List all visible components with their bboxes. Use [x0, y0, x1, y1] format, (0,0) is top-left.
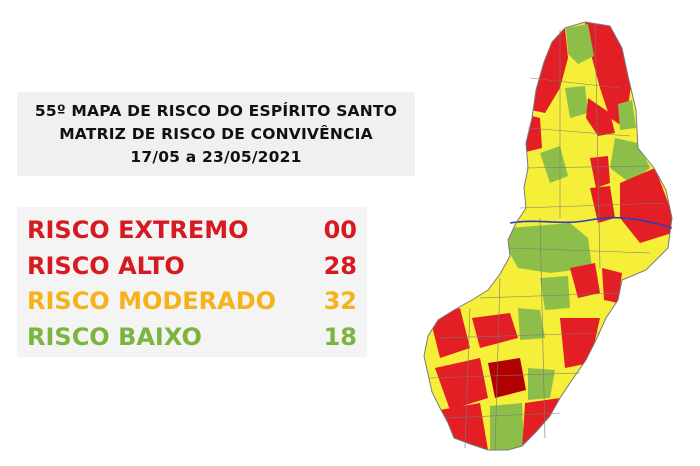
title-panel: 55º MAPA DE RISCO DO ESPÍRITO SANTO MATR…: [17, 92, 415, 176]
legend-label-alto: RISCO ALTO: [27, 252, 185, 280]
legend-value-moderado: 32: [323, 287, 357, 315]
legend-row-alto: RISCO ALTO 28: [27, 249, 357, 283]
legend-row-extremo: RISCO EXTREMO 00: [27, 213, 357, 247]
region-north-central-green: [565, 86, 588, 118]
region-center-green: [540, 146, 568, 183]
region-north-mid-alto: [586, 98, 615, 136]
region-center-red-1: [590, 156, 610, 188]
map-svg: [423, 21, 673, 451]
region-south-west-alto: [430, 308, 470, 358]
region-north-green: [566, 24, 594, 64]
region-north-east-green: [618, 100, 636, 130]
region-mid-green: [540, 276, 570, 310]
legend-value-extremo: 00: [323, 216, 357, 244]
region-south-green: [518, 308, 545, 340]
region-far-south-east-alto: [522, 398, 560, 450]
region-north-east-alto: [585, 22, 632, 128]
region-mid-alto-1: [570, 263, 600, 298]
municipal-border: [429, 77, 666, 419]
region-west-green-band: [508, 223, 592, 273]
map-title: 55º MAPA DE RISCO DO ESPÍRITO SANTO: [34, 101, 398, 120]
espirito-santo-map: [410, 18, 700, 458]
legend-label-moderado: RISCO MODERADO: [27, 287, 277, 315]
region-mid-alto-2: [602, 268, 622, 303]
legend-label-baixo: RISCO BAIXO: [27, 323, 202, 351]
legend-row-moderado: RISCO MODERADO 32: [27, 284, 357, 318]
region-south-mid-green: [528, 368, 555, 400]
legend-value-alto: 28: [323, 252, 357, 280]
municipal-border: [464, 23, 601, 451]
legend-value-baixo: 18: [323, 323, 357, 351]
legend-row-baixo: RISCO BAIXO 18: [27, 320, 357, 354]
map-subtitle: MATRIZ DE RISCO DE CONVIVÊNCIA: [59, 124, 373, 143]
region-far-south-alto: [440, 403, 488, 450]
legend-label-extremo: RISCO EXTREMO: [27, 216, 249, 244]
date-range: 17/05 a 23/05/2021: [130, 147, 302, 166]
rio-doce-river: [509, 216, 673, 229]
region-south-mid-alto: [435, 358, 488, 410]
state-border: [423, 21, 673, 451]
region-west-center-alto: [520, 113, 542, 153]
region-south-center-alto: [472, 313, 518, 348]
risk-legend: RISCO EXTREMO 00 RISCO ALTO 28 RISCO MOD…: [17, 207, 367, 357]
region-center-red-2: [590, 186, 615, 223]
